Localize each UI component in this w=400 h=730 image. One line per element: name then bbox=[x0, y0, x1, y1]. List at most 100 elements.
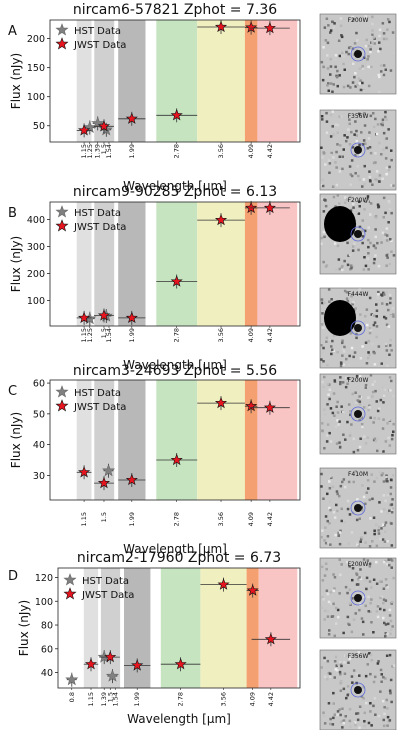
cutout-noise bbox=[341, 51, 344, 55]
cutout-noise bbox=[357, 656, 360, 660]
cutout-noise bbox=[339, 682, 342, 685]
cutout-noise bbox=[333, 660, 337, 663]
cutout-noise bbox=[336, 492, 339, 496]
legend-jwst-marker bbox=[63, 587, 77, 600]
cutout-noise bbox=[375, 170, 379, 173]
cutout-noise bbox=[388, 207, 392, 211]
band-f444w bbox=[257, 202, 298, 326]
panel-a: nircam6-57821 Zphot = 7.36 A 50 100 150 200 Fl… bbox=[8, 2, 397, 193]
cutout-noise bbox=[328, 397, 331, 401]
cutout-noise bbox=[354, 723, 357, 727]
cutout-noise bbox=[343, 289, 347, 293]
x-tick-label: 1.99 bbox=[133, 692, 141, 706]
cutout-noise bbox=[323, 656, 326, 660]
cutout-noise bbox=[391, 474, 395, 477]
cutout-noise bbox=[363, 720, 366, 723]
cutout-noise bbox=[391, 31, 395, 34]
cutout-noise bbox=[333, 676, 336, 679]
cutout-noise bbox=[331, 110, 334, 113]
jwst-point bbox=[97, 309, 111, 321]
cutout-noise bbox=[333, 576, 337, 579]
cutout-noise bbox=[324, 526, 327, 529]
cutout-noise bbox=[361, 235, 365, 238]
cutout-noise bbox=[335, 75, 339, 79]
y-tick-label: 40 bbox=[33, 440, 45, 451]
jwst-point bbox=[214, 213, 228, 226]
cutout-noise bbox=[347, 363, 351, 367]
cutout-noise bbox=[385, 172, 388, 176]
cutout-noise bbox=[373, 351, 376, 355]
cutout-noise bbox=[329, 113, 333, 117]
cutout-noise bbox=[369, 672, 372, 676]
source-aperture bbox=[350, 500, 366, 516]
cutout-noise bbox=[322, 714, 326, 717]
cutout-noise bbox=[349, 432, 353, 435]
cutout-noise bbox=[370, 35, 373, 39]
cutout-noise bbox=[377, 660, 380, 663]
source-aperture bbox=[350, 226, 366, 242]
cutout-noise bbox=[384, 342, 388, 346]
cutout-noise bbox=[363, 651, 366, 654]
series-jwst bbox=[76, 20, 290, 138]
cutout-noise bbox=[383, 712, 386, 716]
cutout-noise bbox=[323, 574, 327, 577]
cutout-noise bbox=[325, 434, 329, 437]
legend-hst-marker bbox=[55, 23, 69, 36]
cutout-noise bbox=[323, 26, 327, 29]
cutout-noise bbox=[375, 216, 378, 219]
cutout-noise bbox=[375, 400, 378, 403]
jwst-point bbox=[78, 311, 91, 324]
cutout-noise bbox=[348, 719, 352, 723]
cutout-noise bbox=[376, 662, 380, 665]
cutout-noise bbox=[362, 686, 365, 689]
cutout-noise bbox=[389, 301, 392, 305]
cutout-noise bbox=[352, 722, 356, 725]
cutout-noise bbox=[341, 165, 344, 168]
cutout-noise bbox=[370, 41, 373, 44]
cutout-noise bbox=[358, 375, 362, 378]
cutout-noise bbox=[348, 707, 352, 711]
cutout-noise bbox=[384, 440, 388, 443]
cutout-noise bbox=[322, 24, 325, 27]
cutout-noise bbox=[384, 317, 388, 320]
cutout-noise bbox=[327, 393, 330, 396]
cutout-noise bbox=[369, 601, 372, 605]
cutout-noise bbox=[377, 525, 381, 529]
jwst-point bbox=[78, 465, 91, 478]
cutout-noise bbox=[358, 205, 361, 208]
cutout-noise bbox=[345, 696, 348, 700]
cutout-noise bbox=[388, 608, 392, 612]
cutout-noise bbox=[391, 307, 395, 310]
cutout-noise bbox=[329, 29, 333, 32]
cutout-noise bbox=[322, 360, 325, 363]
jwst-point bbox=[174, 657, 187, 670]
jwst-point bbox=[245, 21, 258, 33]
cutout-noise bbox=[384, 530, 387, 533]
cutout-noise bbox=[360, 695, 364, 698]
cutout-noise bbox=[331, 339, 334, 343]
cutout-noise bbox=[327, 288, 331, 291]
cutout-noise bbox=[361, 241, 364, 245]
cutout-noise bbox=[322, 346, 325, 350]
cutout-noise bbox=[334, 425, 338, 428]
cutout-noise bbox=[321, 301, 324, 305]
x-tick-label: 2.78 bbox=[173, 328, 181, 342]
cutout-noise bbox=[349, 86, 352, 89]
y-tick-label: 60 bbox=[41, 644, 53, 655]
cutout-noise bbox=[379, 398, 383, 402]
cutout-noise bbox=[385, 323, 389, 326]
cutout-noise bbox=[334, 533, 337, 537]
cutout-noise bbox=[366, 147, 370, 150]
cutout-noise bbox=[342, 631, 345, 635]
jwst-point bbox=[246, 584, 259, 596]
cutout-noise bbox=[341, 264, 344, 268]
cutout-noise bbox=[329, 590, 333, 594]
cutout-noise bbox=[358, 726, 361, 729]
cutout-noise bbox=[332, 349, 335, 352]
cutout-noise bbox=[369, 241, 372, 245]
cutout-noise bbox=[359, 88, 363, 92]
cutout-noise bbox=[339, 376, 342, 379]
cutout-filter-label: F444W bbox=[348, 291, 369, 298]
cutout-noise bbox=[368, 170, 371, 173]
cutout-noise bbox=[385, 349, 389, 352]
